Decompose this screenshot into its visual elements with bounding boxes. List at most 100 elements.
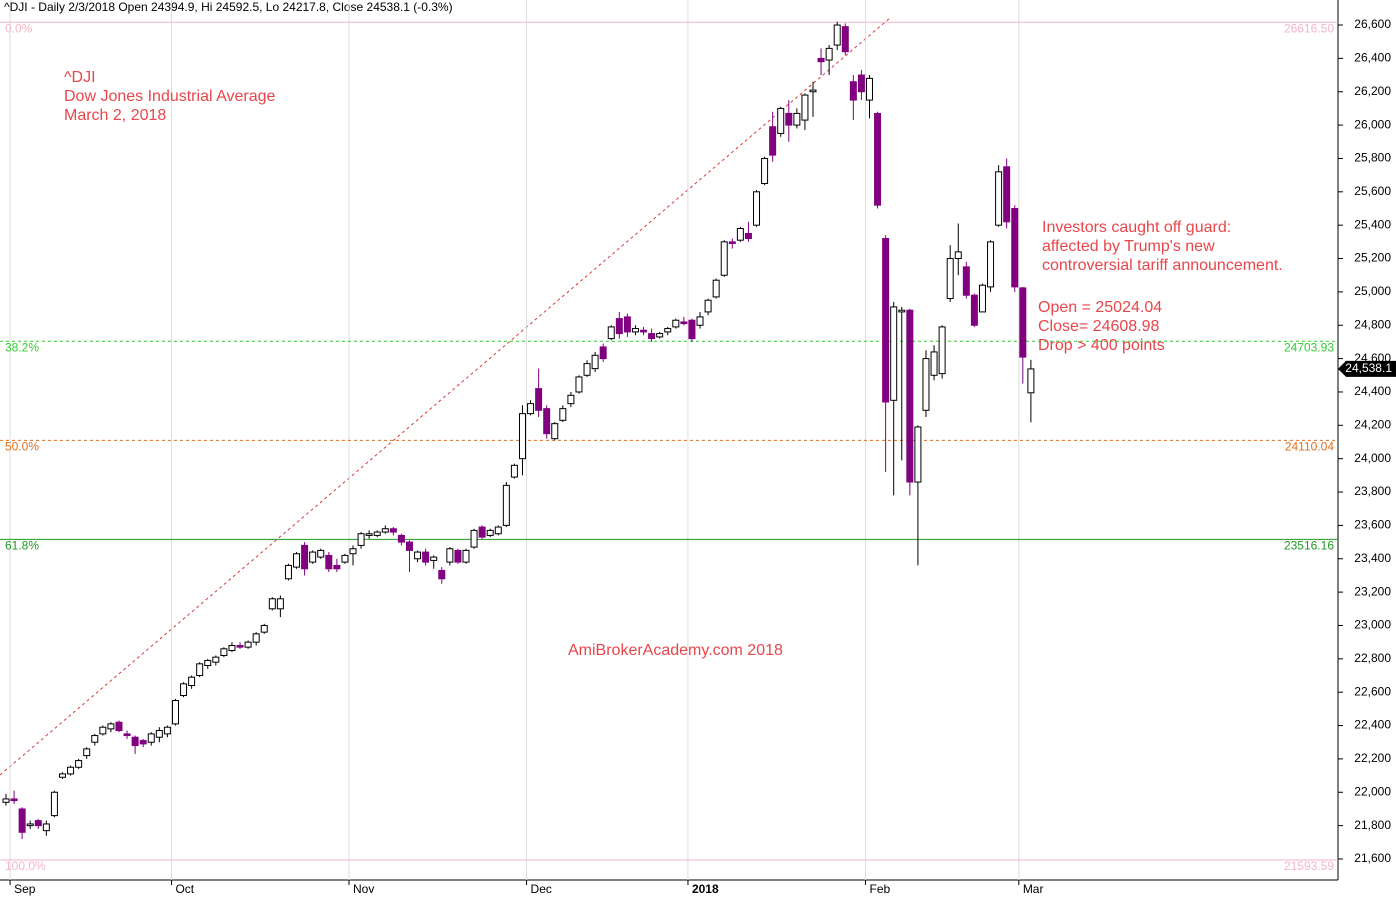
- y-tick-label: 25,800: [1354, 151, 1391, 165]
- y-tick-label: 23,600: [1354, 518, 1391, 532]
- candle-body: [123, 733, 131, 737]
- candle-body: [567, 394, 575, 405]
- candle-body: [163, 726, 171, 735]
- y-tick-label: 26,200: [1354, 84, 1391, 98]
- candle-body: [397, 534, 405, 543]
- candle-body: [486, 529, 494, 536]
- y-tick-label: 22,600: [1354, 684, 1391, 698]
- annotation-line: controversial tariff announcement.: [1042, 257, 1283, 274]
- candle-body: [309, 551, 317, 563]
- candle-body: [180, 683, 188, 697]
- candle-body: [478, 526, 486, 538]
- candle-body: [946, 258, 954, 300]
- level-name: 100.0%: [5, 859, 46, 873]
- candle-body: [841, 26, 849, 53]
- candle-body: [865, 77, 873, 101]
- level-value: 26616.50: [1284, 21, 1334, 35]
- candle-body: [551, 423, 559, 440]
- candle-body: [874, 112, 882, 206]
- candle-body: [220, 648, 228, 656]
- candle-body: [107, 723, 115, 730]
- candle-body: [680, 321, 688, 325]
- level-name: 0.0%: [5, 21, 33, 35]
- level-name: 50.0%: [5, 439, 39, 453]
- candle-body: [656, 333, 664, 338]
- y-tick-label: 25,000: [1354, 284, 1391, 298]
- candle-body: [938, 326, 946, 375]
- candle-body: [454, 549, 462, 563]
- candle-body: [591, 354, 599, 370]
- candle-body: [381, 528, 389, 533]
- candle-body: [389, 528, 397, 533]
- last-price-label: 24,538.1: [1345, 361, 1392, 375]
- y-tick-label: 26,400: [1354, 51, 1391, 65]
- candle-body: [293, 553, 301, 568]
- candle-body: [575, 376, 583, 393]
- candle-body: [446, 548, 454, 563]
- candle-body: [236, 644, 244, 648]
- annotation-line: affected by Trump's new: [1042, 238, 1215, 255]
- candle-body: [1027, 368, 1035, 394]
- trend-line: [0, 17, 891, 776]
- header: ^DJI - Daily 2/3/2018 Open 24394.9, Hi 2…: [4, 0, 453, 14]
- y-tick-label: 24,800: [1354, 317, 1391, 331]
- candle-body: [688, 319, 696, 340]
- candle-body: [898, 309, 906, 313]
- candle-body: [543, 408, 551, 435]
- y-tick-label: 23,200: [1354, 584, 1391, 598]
- candle-body: [301, 544, 309, 570]
- candle-body: [817, 57, 825, 63]
- y-tick-label: 21,600: [1354, 851, 1391, 865]
- candle-body: [406, 541, 413, 551]
- candle-body: [67, 766, 75, 775]
- candle-body: [422, 551, 430, 563]
- candle-body: [75, 760, 83, 768]
- candle-body: [849, 81, 857, 101]
- candle-body: [10, 798, 18, 802]
- detail-line: Drop > 400 points: [1038, 337, 1165, 354]
- candle-body: [648, 333, 656, 340]
- candle-body: [155, 730, 163, 738]
- candle-body: [147, 733, 155, 743]
- candle-body: [914, 426, 922, 483]
- candle-body: [438, 569, 446, 580]
- candle-body: [244, 641, 252, 648]
- detail-line: Open = 25024.04: [1038, 299, 1162, 316]
- candle-body: [753, 191, 761, 226]
- watermark: AmiBrokerAcademy.com 2018: [568, 642, 783, 659]
- candle-body: [882, 238, 890, 403]
- y-tick-label: 21,800: [1354, 818, 1391, 832]
- candle-body: [623, 316, 631, 333]
- candle-body: [91, 735, 99, 743]
- candle-body: [906, 309, 914, 483]
- candle-body: [470, 529, 478, 548]
- candle-body: [631, 328, 639, 333]
- level-name: 38.2%: [5, 340, 39, 354]
- candle-body: [922, 358, 930, 411]
- x-tick-label: Oct: [175, 882, 194, 896]
- candle-body: [349, 548, 357, 555]
- candle-body: [204, 660, 212, 667]
- candle-body: [494, 526, 502, 535]
- candle-body: [744, 233, 752, 240]
- title-line: Dow Jones Industrial Average: [64, 88, 275, 105]
- title-line: March 2, 2018: [64, 107, 166, 124]
- candle-body: [954, 251, 962, 260]
- level-value: 24703.93: [1284, 340, 1334, 354]
- candle-body: [761, 157, 769, 184]
- candle-body: [696, 316, 704, 326]
- candle-body: [430, 556, 438, 561]
- candle-body: [962, 266, 970, 296]
- x-tick-label: Nov: [353, 882, 374, 896]
- y-tick-label: 26,600: [1354, 17, 1391, 31]
- candle-body: [139, 740, 147, 745]
- candle-body: [890, 306, 898, 401]
- candle-body: [42, 823, 50, 832]
- candle-body: [26, 823, 34, 827]
- candle-body: [317, 549, 325, 558]
- y-tick-label: 23,800: [1354, 484, 1391, 498]
- candle-body: [18, 808, 26, 833]
- y-tick-label: 26,000: [1354, 117, 1391, 131]
- candle-body: [793, 112, 801, 126]
